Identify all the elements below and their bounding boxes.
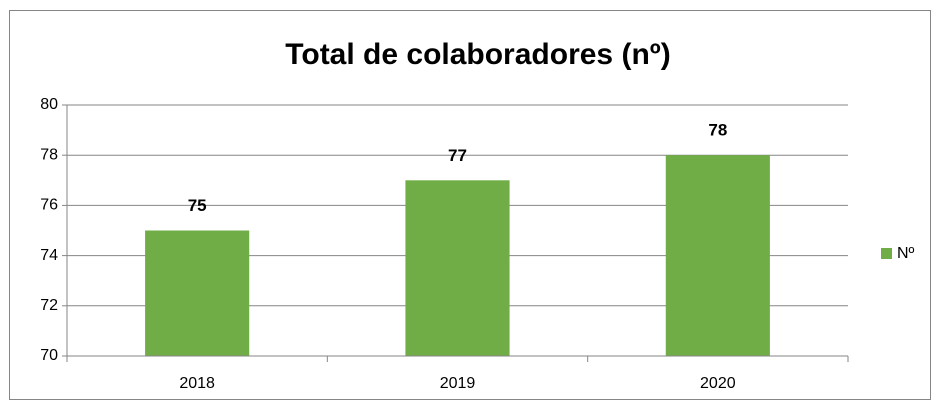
- x-tick-label: 2019: [440, 375, 476, 392]
- x-tick-label: 2020: [700, 375, 736, 392]
- bar: [145, 230, 250, 356]
- y-tick-label: 72: [40, 297, 58, 314]
- data-label: 78: [708, 121, 727, 140]
- y-tick-label: 74: [40, 247, 58, 264]
- legend-swatch: [881, 248, 892, 259]
- y-tick-label: 70: [40, 347, 58, 364]
- data-label: 75: [188, 196, 207, 215]
- bar: [405, 180, 510, 356]
- legend-label: Nº: [897, 245, 915, 262]
- x-tick-label: 2018: [179, 375, 215, 392]
- y-tick-label: 76: [40, 197, 58, 214]
- y-tick-label: 80: [40, 96, 58, 113]
- data-label: 77: [448, 146, 467, 165]
- bar: [665, 155, 770, 356]
- y-tick-label: 78: [40, 146, 58, 163]
- chart-title: Total de colaboradores (nº): [285, 38, 670, 71]
